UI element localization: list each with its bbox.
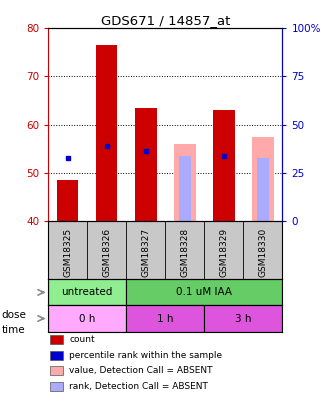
Text: rank, Detection Call = ABSENT: rank, Detection Call = ABSENT — [69, 382, 208, 391]
Text: GSM18329: GSM18329 — [219, 228, 229, 277]
Text: time: time — [2, 325, 25, 335]
Bar — [50, 335, 63, 344]
Bar — [50, 382, 63, 391]
Bar — [48, 279, 126, 305]
Text: GSM18325: GSM18325 — [63, 228, 72, 277]
Bar — [50, 366, 63, 375]
Text: GSM18326: GSM18326 — [102, 228, 111, 277]
Text: percentile rank within the sample: percentile rank within the sample — [69, 351, 222, 360]
Bar — [48, 305, 126, 332]
Text: GSM18328: GSM18328 — [180, 228, 189, 277]
Text: GSM18327: GSM18327 — [141, 228, 150, 277]
Bar — [252, 136, 274, 221]
Bar — [174, 144, 195, 221]
Text: GSM18330: GSM18330 — [258, 228, 267, 277]
Bar — [257, 158, 269, 221]
Bar — [213, 110, 235, 221]
Text: 0 h: 0 h — [79, 313, 95, 324]
Text: dose: dose — [2, 310, 26, 320]
Bar — [179, 156, 191, 221]
Bar — [135, 108, 157, 221]
Text: count: count — [69, 335, 95, 344]
Bar — [96, 45, 117, 221]
Text: untreated: untreated — [62, 288, 113, 297]
Text: 0.1 uM IAA: 0.1 uM IAA — [176, 288, 232, 297]
Title: GDS671 / 14857_at: GDS671 / 14857_at — [100, 14, 230, 27]
Bar — [126, 279, 282, 305]
Text: 3 h: 3 h — [235, 313, 252, 324]
Text: 1 h: 1 h — [157, 313, 174, 324]
Bar — [204, 305, 282, 332]
Text: value, Detection Call = ABSENT: value, Detection Call = ABSENT — [69, 366, 213, 375]
Bar — [50, 350, 63, 360]
Bar — [126, 305, 204, 332]
Bar — [57, 180, 78, 221]
